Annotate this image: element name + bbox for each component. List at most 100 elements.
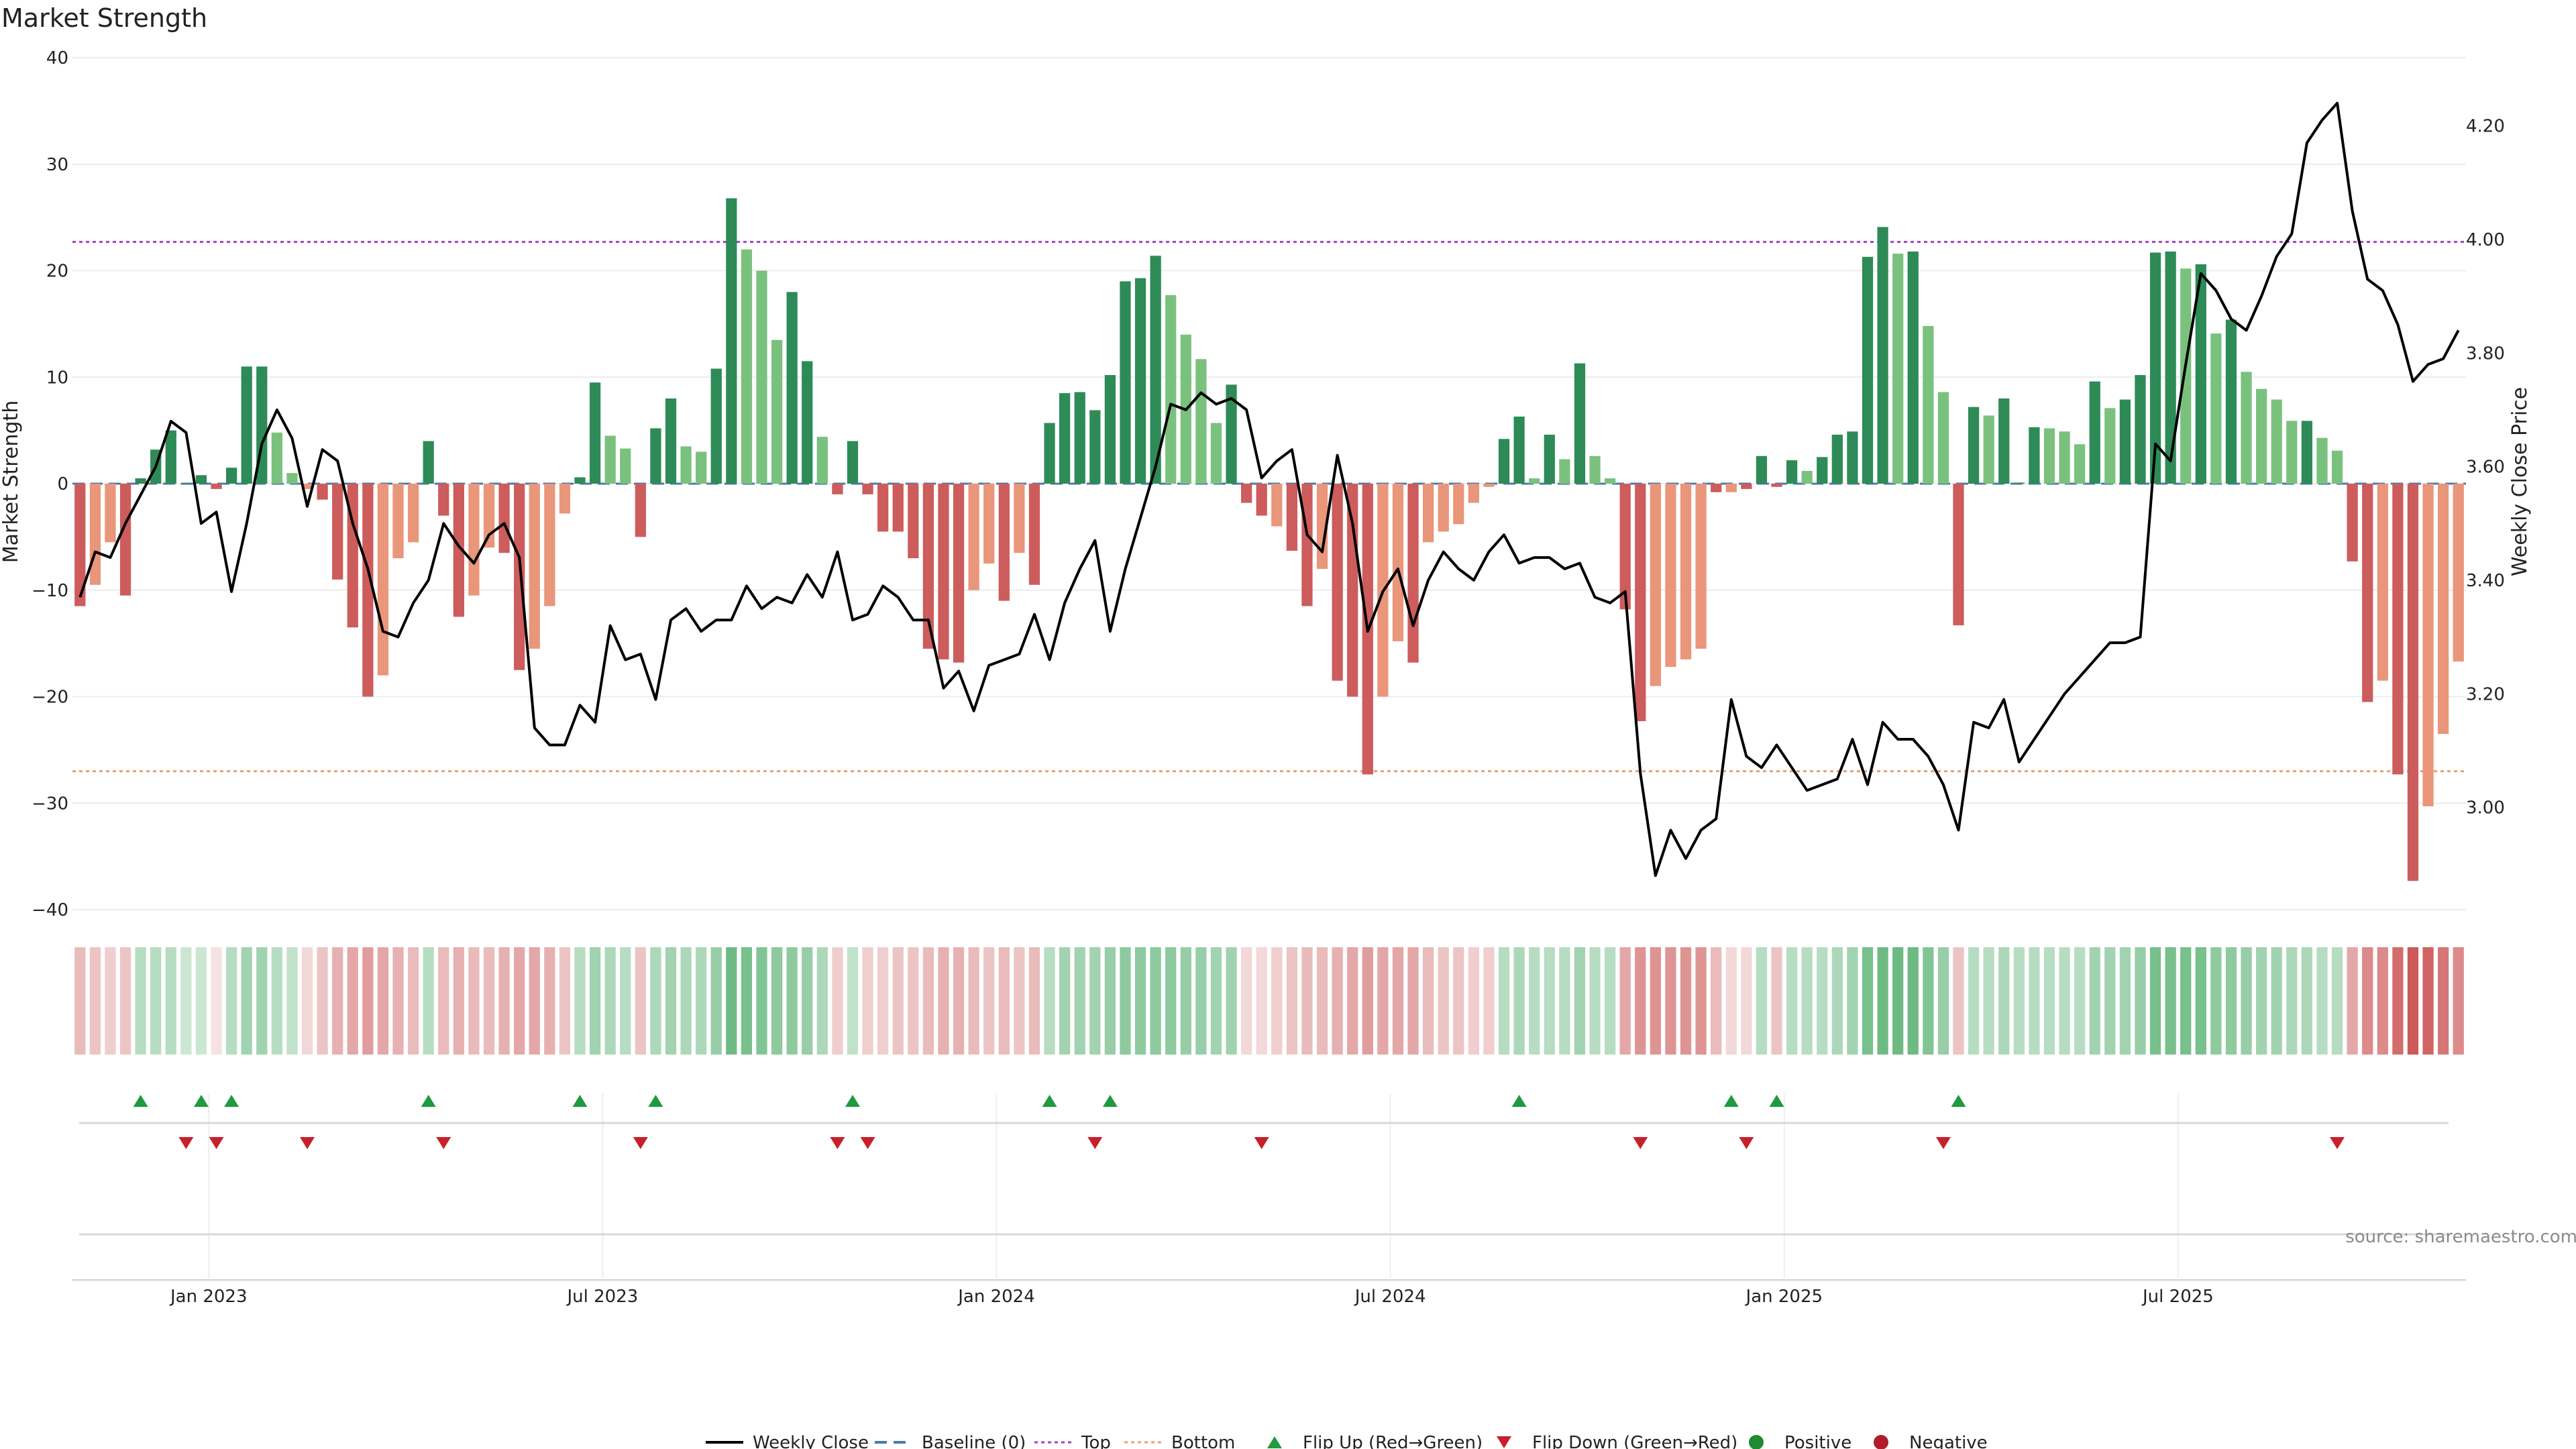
flip-up-marker (1102, 1095, 1118, 1107)
legend-item: Negative (1874, 1433, 1988, 1449)
heat-cell (317, 947, 328, 1055)
strength-bar (377, 484, 389, 676)
heat-cell (1195, 947, 1207, 1055)
strength-bar (589, 382, 601, 484)
heat-cell (362, 947, 374, 1055)
heat-cell (1271, 947, 1283, 1055)
momentum-heat-strip (74, 947, 2464, 1055)
strength-bar (438, 484, 449, 516)
heat-cell (559, 947, 571, 1055)
x-tick-label: Jul 2024 (1354, 1287, 1426, 1307)
strength-bar (301, 484, 313, 489)
heat-cell (544, 947, 555, 1055)
strength-bar (2149, 252, 2161, 484)
heat-cell (2407, 947, 2419, 1055)
strength-bar (1604, 478, 1616, 484)
heat-cell (2013, 947, 2025, 1055)
strength-bar (2316, 437, 2328, 484)
heat-cell (1877, 947, 1888, 1055)
heat-cell (620, 947, 631, 1055)
heat-cell (1165, 947, 1177, 1055)
strength-bar (483, 484, 495, 548)
heat-cell (1014, 947, 1025, 1055)
legend-item: Bottom (1124, 1433, 1235, 1449)
strength-bar (1907, 251, 1919, 484)
heat-cell (271, 947, 282, 1055)
strength-bar (74, 484, 86, 606)
strength-bar (1347, 484, 1358, 697)
strength-bar (468, 484, 480, 596)
strength-bar (1483, 484, 1495, 487)
strength-bar (423, 441, 434, 484)
heat-cell (1711, 947, 1722, 1055)
heat-cell (650, 947, 661, 1055)
strength-bar (2043, 428, 2055, 484)
heat-cell (1923, 947, 1934, 1055)
heat-cell (165, 947, 176, 1055)
heat-cell (119, 947, 131, 1055)
y2-tick-label: 3.60 (2466, 458, 2505, 478)
y2-tick-label: 3.40 (2466, 571, 2505, 591)
flip-up-marker (1723, 1095, 1739, 1107)
strength-bar (862, 484, 873, 494)
heat-cell (1316, 947, 1328, 1055)
heat-cell (1028, 947, 1040, 1055)
strength-bar (2331, 450, 2343, 484)
heat-cell (1301, 947, 1313, 1055)
strength-bar (1847, 431, 1858, 484)
y-tick-label: 40 (46, 48, 68, 68)
legend-label: Weekly Close (753, 1433, 869, 1449)
strength-bar (1665, 484, 1676, 667)
heat-cell (2453, 947, 2464, 1055)
heat-cell (1771, 947, 1782, 1055)
strength-bar (2256, 388, 2267, 484)
strength-bar (1134, 278, 1146, 484)
heat-cell (1483, 947, 1495, 1055)
heat-cell (1680, 947, 1692, 1055)
strength-bar (2241, 372, 2252, 484)
heat-cell (2043, 947, 2055, 1055)
strength-bar (1074, 392, 1085, 484)
strength-bar (726, 198, 737, 484)
strength-bar (2377, 484, 2388, 681)
heat-cell (2331, 947, 2343, 1055)
strength-bar (2225, 319, 2237, 484)
heat-cell (1862, 947, 1874, 1055)
legend-label: Bottom (1171, 1433, 1235, 1449)
strength-bar (347, 484, 358, 628)
heat-cell (1786, 947, 1798, 1055)
heat-cell (514, 947, 525, 1055)
heat-cell (2165, 947, 2176, 1055)
strength-bar (2013, 482, 2025, 484)
y-tick-label: 30 (46, 155, 68, 175)
heat-cell (1407, 947, 1419, 1055)
strength-bar (362, 484, 374, 697)
heat-cell (225, 947, 237, 1055)
heat-cell (1635, 947, 1646, 1055)
legend-item: Flip Up (Red→Green) (1267, 1433, 1483, 1449)
y-axis-label: Market Strength (0, 400, 23, 563)
heat-cell (105, 947, 116, 1055)
heat-cell (2271, 947, 2282, 1055)
strength-bar (1877, 227, 1888, 484)
strength-bar (1165, 295, 1177, 484)
strength-bar (1332, 484, 1343, 681)
heat-cell (89, 947, 101, 1055)
strength-bar (271, 432, 282, 484)
y2-tick-label: 3.80 (2466, 343, 2505, 364)
heat-cell (1240, 947, 1252, 1055)
heat-cell (2241, 947, 2252, 1055)
strength-bar (847, 441, 859, 484)
heat-cell (1150, 947, 1161, 1055)
y2-tick-label: 3.00 (2466, 798, 2505, 818)
flip-down-marker (436, 1137, 451, 1149)
heat-cell (1725, 947, 1737, 1055)
strength-bar (544, 484, 555, 606)
legend-item: Flip Down (Green→Red) (1497, 1433, 1737, 1449)
y-tick-label: −20 (32, 688, 68, 708)
heat-cell (1210, 947, 1222, 1055)
strength-bar (604, 435, 616, 484)
legend-label: Flip Down (Green→Red) (1532, 1433, 1737, 1449)
heat-cell (726, 947, 737, 1055)
